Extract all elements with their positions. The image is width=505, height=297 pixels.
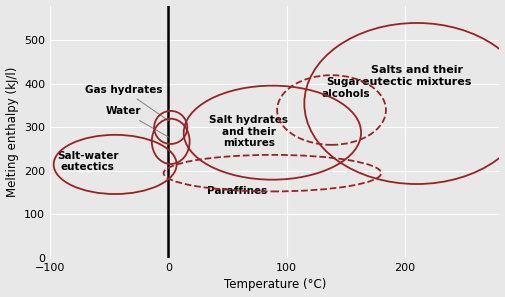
Text: Gas hydrates: Gas hydrates: [85, 85, 169, 121]
X-axis label: Temperature (°C): Temperature (°C): [224, 279, 326, 291]
Text: Sugar-
alcohols: Sugar- alcohols: [321, 78, 370, 99]
Text: Salt hydrates
and their
mixtures: Salt hydrates and their mixtures: [209, 115, 288, 148]
Text: Salts and their
eutectic mixtures: Salts and their eutectic mixtures: [362, 65, 471, 87]
Text: Salt-water
eutectics: Salt-water eutectics: [57, 151, 119, 172]
Y-axis label: Melting enthalpy (kJ/l): Melting enthalpy (kJ/l): [6, 67, 19, 197]
Text: Paraffines: Paraffines: [207, 186, 267, 195]
Text: Water: Water: [106, 106, 168, 137]
